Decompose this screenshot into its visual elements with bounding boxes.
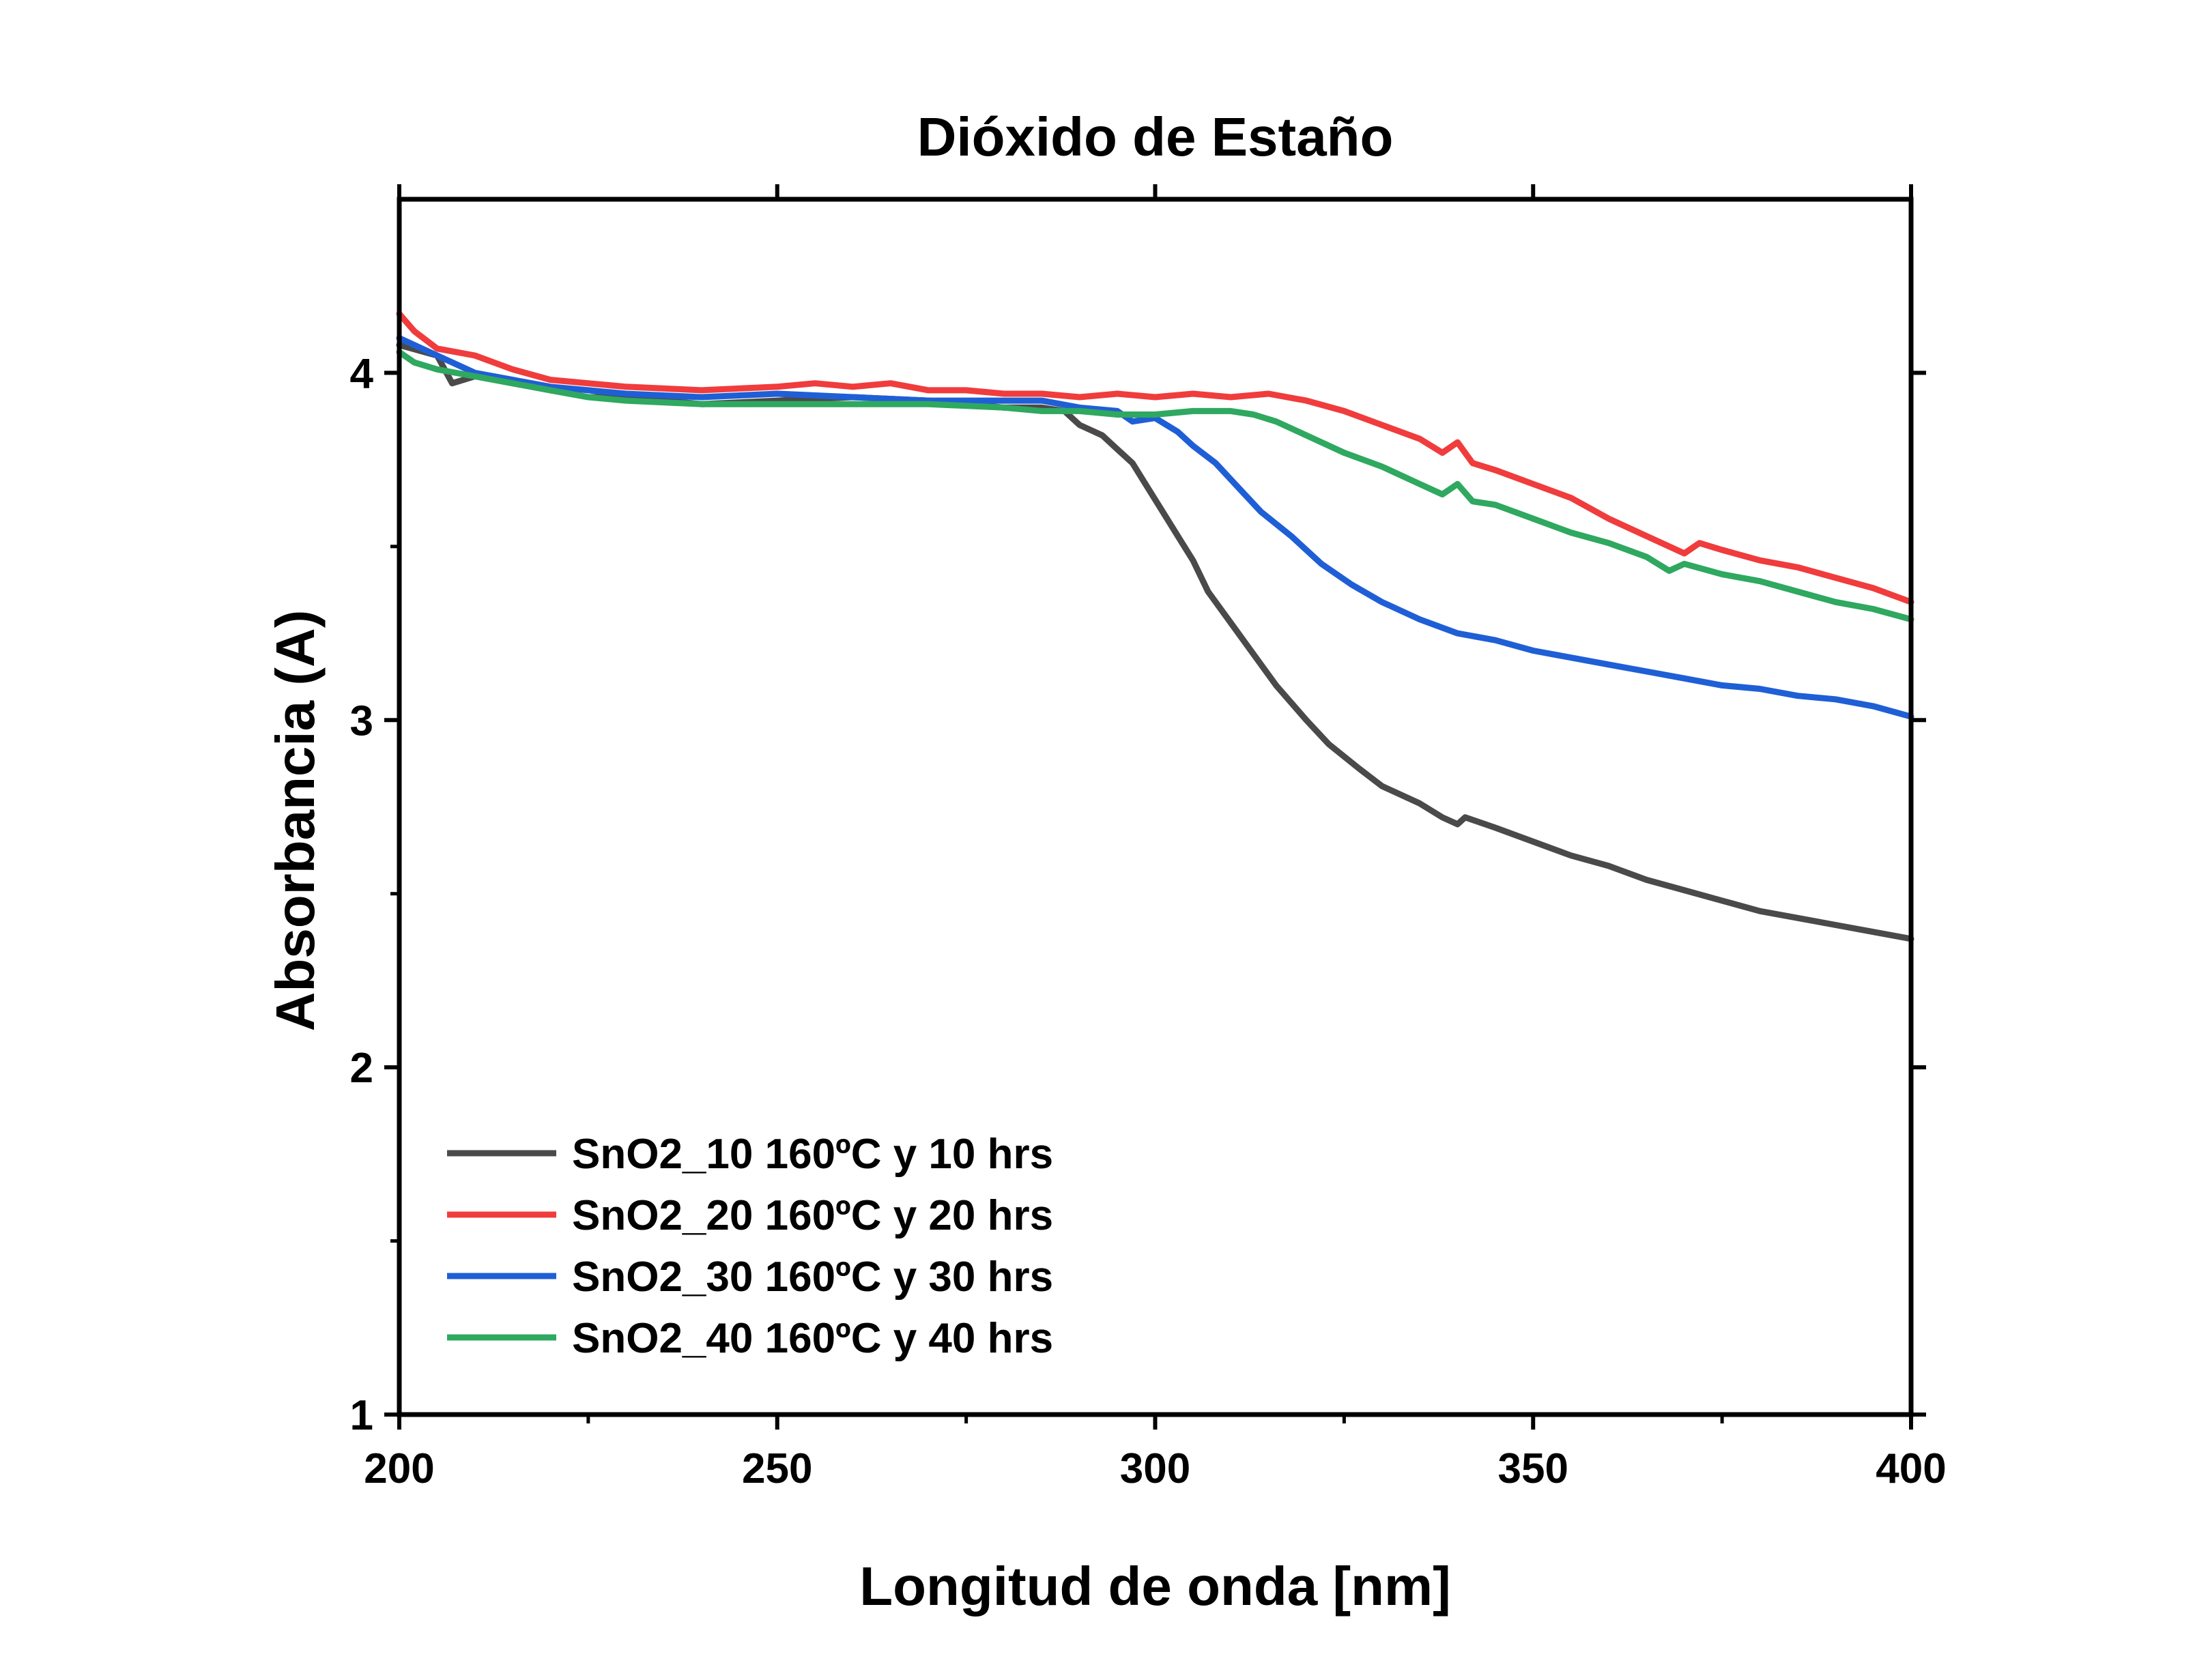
series-line-1	[396, 342, 1914, 942]
series-line-3	[396, 335, 1914, 720]
legend-label-4: SnO2_40 160ºC y 40 hrs	[572, 1315, 1053, 1362]
chart-title: Dióxido de Estaño	[917, 106, 1394, 167]
x-tick-label: 350	[1498, 1445, 1568, 1492]
y-tick-label: 4	[350, 350, 374, 397]
y-tick-label: 1	[350, 1392, 373, 1439]
x-tick-label: 200	[364, 1445, 434, 1492]
x-axis-label: Longitud de onda [nm]	[859, 1556, 1450, 1617]
legend-label-3: SnO2_30 160ºC y 30 hrs	[572, 1254, 1053, 1301]
y-axis-label: Absorbancia (A)	[265, 610, 326, 1032]
x-tick-label: 400	[1876, 1445, 1946, 1492]
series-lines	[396, 310, 1914, 942]
series-line-2	[396, 310, 1914, 605]
legend: SnO2_10 160ºC y 10 hrs SnO2_20 160ºC y 20…	[447, 1131, 1053, 1362]
y-tick-label: 2	[350, 1045, 373, 1092]
y-tick-label: 3	[350, 697, 373, 744]
x-tick-label: 300	[1120, 1445, 1190, 1492]
legend-label-2: SnO2_20 160ºC y 20 hrs	[572, 1192, 1053, 1239]
x-tick-label: 250	[742, 1445, 812, 1492]
series-line-4	[396, 349, 1914, 623]
legend-label-1: SnO2_10 160ºC y 10 hrs	[572, 1131, 1053, 1178]
